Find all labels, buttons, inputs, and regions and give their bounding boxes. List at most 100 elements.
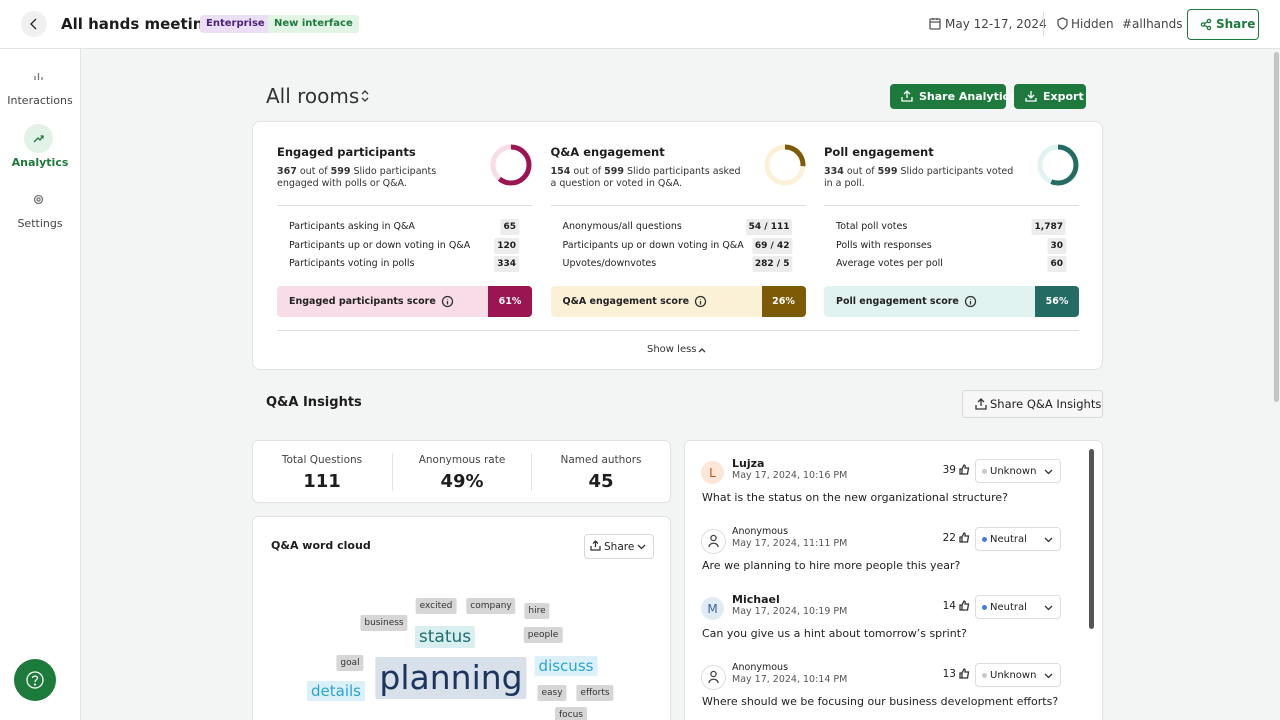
status-label: Unknown — [990, 465, 1037, 477]
metric-value: 1,787 — [1031, 219, 1066, 235]
metric-label: Participants asking in Q&A — [289, 221, 415, 232]
help-icon-part — [26, 671, 44, 689]
action-button[interactable]: Share Analytics — [890, 84, 1016, 109]
score-label: Poll engagement score — [836, 295, 959, 307]
avatar: M — [701, 597, 724, 620]
thumb-icon-part — [959, 532, 970, 543]
word-cloud-share[interactable]: Share — [584, 534, 654, 559]
action-label: Share Analytics — [919, 89, 1016, 103]
score-bar: Poll engagement score 56% — [824, 286, 1079, 317]
panel-scrollbar — [1089, 449, 1094, 629]
stat-label: Named authors — [560, 454, 642, 466]
score-value: 26% — [761, 286, 806, 317]
score-text: 56% — [1045, 295, 1069, 307]
nav-item[interactable]: Analytics — [11, 156, 69, 169]
summary-part: 367 — [277, 166, 297, 177]
chevron-up-part — [698, 348, 706, 353]
divider — [392, 453, 393, 491]
cloud-word: excited — [415, 598, 457, 614]
divider — [824, 205, 1079, 206]
summary-part: 334 — [824, 166, 844, 177]
sort-icon — [361, 90, 369, 102]
vote-count: 39 — [942, 464, 956, 476]
cloud-word: status — [414, 626, 476, 648]
share-icon — [1200, 18, 1212, 31]
card-title: Q&A engagement — [550, 145, 665, 159]
author-name: Anonymous — [732, 662, 789, 673]
share-insights-label: Share Q&A Insights — [990, 397, 1102, 411]
badge: New interface — [268, 15, 359, 33]
action-button[interactable]: Export — [1014, 84, 1086, 109]
share-label: Share — [1216, 17, 1256, 31]
meeting-title: All hands meeting — [61, 15, 215, 33]
share-button[interactable]: Share — [1187, 9, 1259, 40]
divider — [550, 205, 806, 206]
divider — [1043, 12, 1044, 36]
chevron-down — [1044, 469, 1053, 475]
status-dropdown[interactable]: Neutral — [975, 527, 1061, 551]
engagement-card: Engaged participants 367 out of 599 Slido… — [252, 121, 1103, 370]
event-date: May 12-17, 2024 — [945, 17, 1047, 31]
score-label: Q&A engagement score — [562, 295, 690, 307]
cloud-word: planning — [375, 657, 527, 699]
divider — [277, 330, 1079, 331]
toggle-button[interactable]: Show less — [647, 344, 697, 355]
share-icon-part — [1204, 21, 1208, 28]
thumb-icon — [959, 600, 970, 611]
action-icon-part — [1025, 91, 1037, 102]
metric-value: 334 — [494, 256, 519, 272]
cloud-word: easy — [537, 685, 567, 701]
share-icon-part — [1200, 22, 1206, 27]
calendar-icon-part — [929, 18, 941, 30]
nav-item[interactable]: Interactions — [7, 94, 73, 107]
chevron-down-part — [637, 544, 646, 550]
metric-label: Polls with responses — [836, 239, 932, 251]
info-icon-part — [441, 295, 453, 308]
question-date: May 17, 2024, 10:16 PM — [732, 470, 848, 481]
status-label: Unknown — [990, 669, 1037, 681]
chevron-down — [1044, 673, 1053, 679]
thumb-icon-part — [959, 600, 970, 611]
nav-icon-part — [33, 194, 44, 205]
score-donut — [764, 144, 805, 186]
summary-part: Slido participants engaged with polls or… — [277, 166, 437, 189]
cloud-word: company — [466, 598, 516, 614]
status-dropdown[interactable]: Unknown — [975, 663, 1061, 687]
cloud-word: details — [307, 681, 365, 701]
summary-part: 154 — [550, 166, 571, 177]
score-text: 61% — [498, 295, 522, 307]
donut-arc — [490, 144, 532, 186]
metric-label: Anonymous/all questions — [562, 221, 682, 232]
stat-value: 49% — [440, 471, 484, 492]
summary-part: out of — [573, 166, 602, 177]
card-title: Engaged participants — [277, 145, 416, 159]
back-button[interactable] — [21, 11, 47, 37]
status-dot — [982, 537, 987, 542]
avatar — [701, 529, 726, 554]
chevron-down-part — [1044, 605, 1053, 611]
help-icon-part — [33, 683, 37, 686]
status-dropdown[interactable]: Neutral — [975, 595, 1061, 619]
chevron-down-part — [1044, 537, 1053, 543]
channel: #allhands — [1122, 17, 1183, 31]
anonymous-icon — [708, 670, 719, 684]
summary-part: out of — [299, 166, 328, 177]
thumb-icon — [959, 532, 970, 543]
share-insights-button[interactable]: Share Q&A Insights — [962, 390, 1103, 418]
status-dropdown[interactable]: Unknown — [975, 459, 1061, 483]
help-button[interactable] — [14, 659, 56, 701]
anonymous-icon-part — [710, 670, 717, 678]
cloud-word: focus — [554, 707, 588, 720]
thumb-icon-part — [959, 668, 970, 679]
nav-item[interactable]: Settings — [17, 217, 63, 230]
room-selector[interactable]: All rooms — [266, 84, 360, 108]
cloud-word: discuss — [534, 656, 598, 676]
score-bar: Q&A engagement score 26% — [550, 286, 806, 317]
vote-count: 14 — [942, 600, 956, 612]
divider — [277, 205, 532, 206]
thumb-icon — [959, 668, 970, 679]
action-icon — [1025, 91, 1037, 102]
nav-icon-part — [34, 73, 43, 80]
back-icon-part — [30, 18, 37, 30]
